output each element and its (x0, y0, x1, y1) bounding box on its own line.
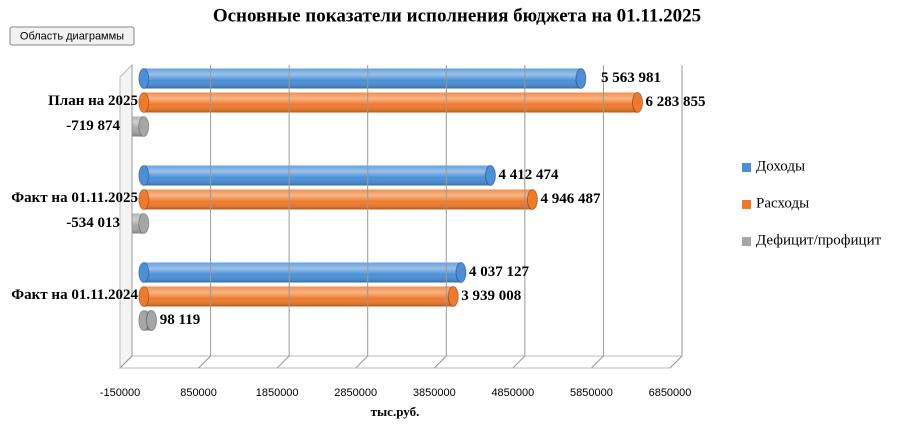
bar-end (575, 68, 587, 89)
x-tick-label: 6850000 (649, 387, 692, 399)
chart-title: Основные показатели исполнения бюджета н… (213, 5, 701, 26)
x-tick-label: 1850000 (256, 387, 299, 399)
x-tick-label: 850000 (180, 387, 217, 399)
grid-line (355, 65, 369, 369)
data-label: 4 412 474 (498, 167, 559, 183)
grid-line (119, 65, 133, 369)
grid-line (198, 65, 212, 369)
bar-shine (143, 165, 491, 186)
x-tick-label: 2850000 (334, 387, 377, 399)
x-tick-label: 4850000 (491, 387, 534, 399)
x-axis-title: тыс.руб. (371, 404, 420, 419)
bar-cap (138, 165, 150, 186)
x-tick-label: -150000 (100, 387, 140, 399)
bar-cap (138, 262, 150, 283)
data-label: 4 946 487 (540, 191, 601, 207)
legend-label: Дефицит/профицит (756, 232, 882, 248)
back-wall (119, 63, 133, 370)
bar-shine (143, 68, 581, 89)
legend-swatch (742, 163, 751, 172)
x-tick-label: 3850000 (413, 387, 456, 399)
grid-line (276, 65, 290, 369)
grid-line (591, 65, 604, 369)
bar-cap (138, 213, 150, 234)
bar-cap (138, 68, 150, 89)
data-label: 5 563 981 (601, 70, 661, 86)
bar-end (632, 92, 644, 113)
chart-area-tooltip (9, 26, 135, 46)
bar-end (526, 189, 538, 210)
y-tick-label: План на 2025 (48, 93, 138, 109)
data-label: 98 119 (160, 312, 200, 328)
legend-swatch (742, 237, 751, 246)
grid-line (669, 65, 683, 369)
bar-shine (143, 286, 454, 307)
data-label: 4 037 127 (469, 264, 529, 280)
bar-end (447, 286, 459, 307)
bar-end (484, 165, 496, 186)
legend-swatch (742, 200, 751, 209)
bar-cap (138, 286, 150, 307)
data-label: -534 013 (66, 215, 120, 231)
bar-shine (143, 189, 533, 210)
data-label: -719 874 (66, 118, 120, 134)
bar-cap (138, 116, 150, 137)
x-tick-label: 5850000 (570, 387, 613, 399)
bar-end (145, 310, 157, 331)
tooltip-text: Область диаграммы (20, 30, 124, 42)
bar-shine (143, 262, 461, 283)
y-tick-label: Факт на 01.11.2024 (11, 287, 138, 303)
legend-label: Доходы (756, 158, 805, 174)
bar-cap (138, 92, 150, 113)
data-label: 3 939 008 (461, 288, 521, 304)
grid-line (512, 65, 526, 369)
bar-shine (143, 92, 638, 113)
legend-label: Расходы (756, 195, 809, 211)
bar-cap (138, 189, 150, 210)
grid-line (433, 65, 447, 369)
bar-end (455, 262, 467, 283)
y-tick-label: Факт на 01.11.2025 (11, 190, 138, 206)
data-label: 6 283 855 (646, 94, 706, 110)
